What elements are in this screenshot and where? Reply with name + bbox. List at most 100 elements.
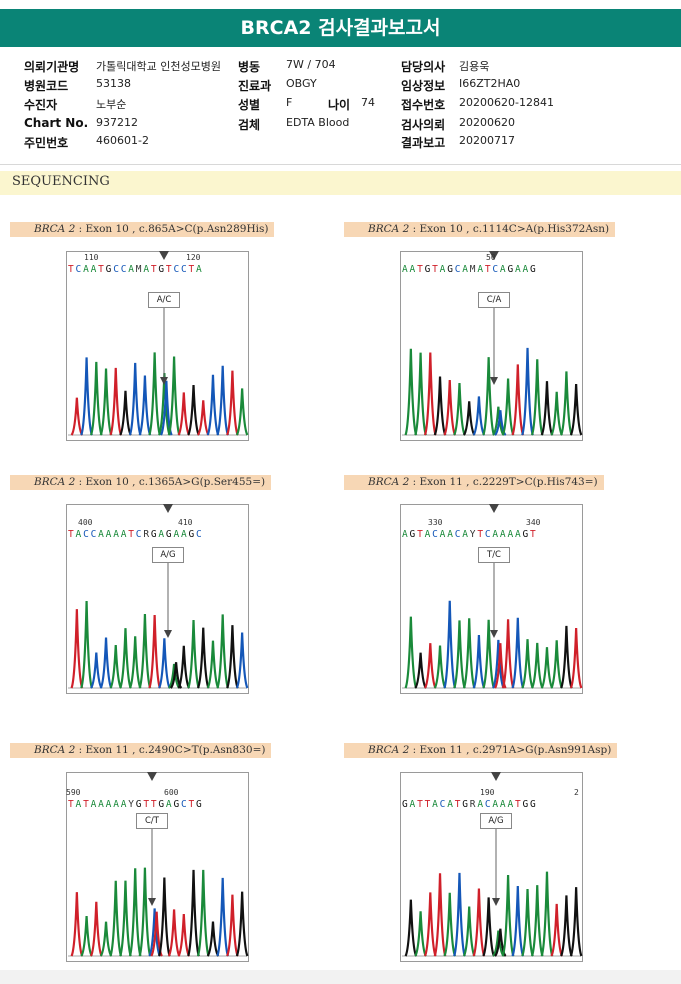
base-letter: T: [165, 264, 174, 275]
marker-arrow: [490, 630, 498, 638]
trace-peak: [472, 396, 486, 436]
trace-peak: [167, 663, 181, 689]
base-letter: A: [90, 799, 99, 810]
trace-peak: [128, 868, 142, 957]
base-letter: T: [83, 799, 91, 810]
value-doctor: 김용욱: [459, 60, 490, 73]
trace-peak: [550, 903, 564, 957]
base-letter: T: [68, 264, 76, 275]
base-sequence: AATGTAGCAMATCAGAAG: [402, 264, 538, 275]
label-sex: 성별: [238, 98, 261, 112]
trace-peak: [187, 619, 200, 689]
base-letter: A: [75, 799, 84, 810]
base-letter: C: [90, 529, 99, 540]
trace-peak: [540, 381, 554, 436]
base-letter: A: [439, 529, 448, 540]
trace-peak: [521, 888, 534, 957]
trace-peak: [128, 362, 142, 436]
variant-title: BRCA 2 : Exon 11 , c.2490C>T(p.Asn830=): [10, 743, 272, 758]
trace-peak: [472, 888, 486, 957]
label-accession: 접수번호: [401, 98, 446, 112]
base-letter: T: [432, 264, 440, 275]
trace-peak: [521, 639, 534, 689]
trace-peak: [511, 886, 525, 957]
label-patient: 수진자: [24, 98, 58, 112]
base-sequence: GATTACATGRACAAATGG: [402, 799, 538, 810]
base-letter: C: [180, 799, 189, 810]
value-hospital-code: 53138: [96, 77, 131, 90]
base-letter: T: [417, 264, 425, 275]
chromatogram: 110 120 TCAATGCCAMATGTCCTA A/C: [66, 251, 249, 441]
trace-peak: [177, 392, 191, 436]
trace-peak: [462, 906, 476, 957]
trace-peak: [216, 614, 230, 689]
trace-peak: [433, 376, 447, 436]
variant-title: BRCA 2 : Exon 10 , c.1365A>G(p.Ser455=): [10, 475, 272, 490]
trace-peak: [157, 877, 171, 957]
base-letter: A: [105, 529, 114, 540]
base-letter: A: [98, 799, 106, 810]
trace-peak: [462, 618, 476, 689]
variant-panel-2: BRCA 2 : Exon 10 , c.1114C>A(p.His372Asn…: [344, 222, 624, 452]
base-letter: R: [469, 799, 478, 810]
patient-info: 의뢰기관명 가톨릭대학교 인천성모병원 병동 7W / 704 담당의사 김용욱…: [0, 52, 681, 164]
base-letter: T: [150, 264, 159, 275]
trace-peak: [167, 356, 181, 436]
base-sequence: AGTACAACAYTCAAAAGT: [402, 529, 538, 540]
label-chart-no: Chart No.: [24, 116, 89, 130]
value-chart-no: 937212: [96, 116, 138, 129]
base-letter: C: [196, 529, 204, 540]
value-report-date: 20200717: [459, 134, 515, 147]
label-department: 진료과: [238, 79, 272, 93]
trace-peak: [216, 365, 230, 436]
trace-peak: [187, 869, 200, 957]
base-sequence: TATAAAAAYGTTGAGCTG: [68, 799, 204, 810]
base-letter: C: [454, 264, 463, 275]
trace-peak: [492, 930, 505, 957]
base-letter: G: [424, 264, 433, 275]
trace-peak: [472, 634, 486, 689]
base-letter: A: [120, 799, 129, 810]
base-letter: T: [454, 799, 463, 810]
base-letter: G: [158, 799, 166, 810]
base-letter: A: [98, 529, 106, 540]
base-letter: A: [492, 529, 500, 540]
base-letter: A: [90, 264, 99, 275]
trace-peak: [128, 636, 142, 689]
variant-title: BRCA 2 : Exon 11 , c.2971A>G(p.Asn991Asp…: [344, 743, 618, 758]
trace-peak: [433, 645, 447, 689]
base-letter: G: [188, 529, 197, 540]
base-letter: G: [507, 264, 515, 275]
trace-peak: [196, 869, 210, 957]
base-letter: C: [180, 264, 189, 275]
base-letter: A: [128, 264, 136, 275]
trace-peak: [70, 892, 84, 957]
base-letter: T: [477, 529, 485, 540]
value-department: OBGY: [286, 77, 317, 90]
chromatogram-svg: [400, 251, 583, 441]
trace-peak: [423, 643, 437, 689]
trace-peak: [196, 400, 210, 436]
base-letter: A: [447, 799, 455, 810]
base-letter: R: [143, 529, 151, 540]
trace-peak: [167, 909, 181, 957]
base-letter: A: [173, 529, 181, 540]
trace-peak: [530, 885, 544, 957]
variant-title: BRCA 2 : Exon 10 , c.865A>C(p.Asn289His): [10, 222, 275, 237]
label-clinical-info: 임상정보: [401, 79, 446, 93]
chromatogram: 400 410 TACCAAAATCRGAGAAGC A/G: [66, 504, 249, 694]
sequencing-header: SEQUENCING: [0, 171, 681, 195]
value-patient: 노부순: [96, 98, 127, 111]
label-specimen: 검체: [238, 118, 261, 132]
trace-peak: [550, 391, 564, 436]
trace-peak: [99, 637, 113, 689]
label-ward: 병동: [238, 60, 261, 74]
trace-peak: [423, 352, 437, 436]
variant-panel-1: BRCA 2 : Exon 10 , c.865A>C(p.Asn289His)…: [10, 222, 290, 452]
base-letter: A: [409, 799, 418, 810]
label-age: 나이: [328, 98, 351, 112]
base-letter: C: [439, 799, 448, 810]
chromatogram: 590 600 TATAAAAAYGTTGAGCTG C/T: [66, 772, 249, 962]
base-letter: G: [522, 529, 531, 540]
trace-peak: [119, 880, 132, 957]
